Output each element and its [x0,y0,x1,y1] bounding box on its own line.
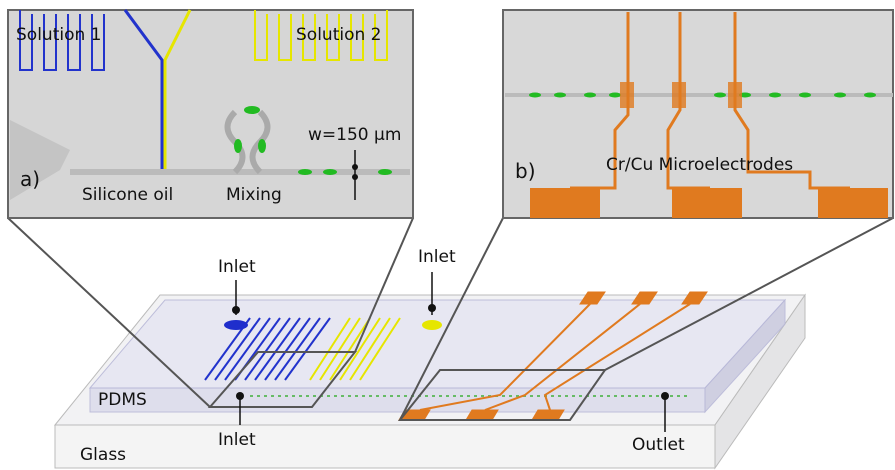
glass-front [55,425,715,468]
panel-b [503,10,893,218]
leader-dot [232,306,240,314]
inlet-yellow [422,320,442,330]
leader-dot [661,392,669,400]
pdms-top [90,300,785,388]
label-inlet: Inlet [418,247,456,267]
label-electrodes: Cr/Cu Microelectrodes [606,155,793,175]
panel-a-label: a) [20,167,40,191]
label-outlet: Outlet [632,435,685,455]
label-inlet: Inlet [218,430,256,450]
label-pdms: PDMS [98,390,147,410]
panel-b-label: b) [515,159,536,183]
label-width: w=150 µm [308,125,401,145]
label-mixing: Mixing [226,185,282,205]
pdms-front [90,388,705,412]
leader-dot [236,392,244,400]
label-solution-1: Solution 1 [16,25,101,45]
label-inlet: Inlet [218,257,256,277]
inlet-blue [224,320,248,330]
label-solution-2: Solution 2 [296,25,381,45]
leader-dot [428,304,436,312]
diagram: Solution 1 Solution 2 a) Silicone oil Mi… [0,0,895,470]
label-glass: Glass [80,445,126,465]
label-silicone-oil: Silicone oil [82,185,173,205]
